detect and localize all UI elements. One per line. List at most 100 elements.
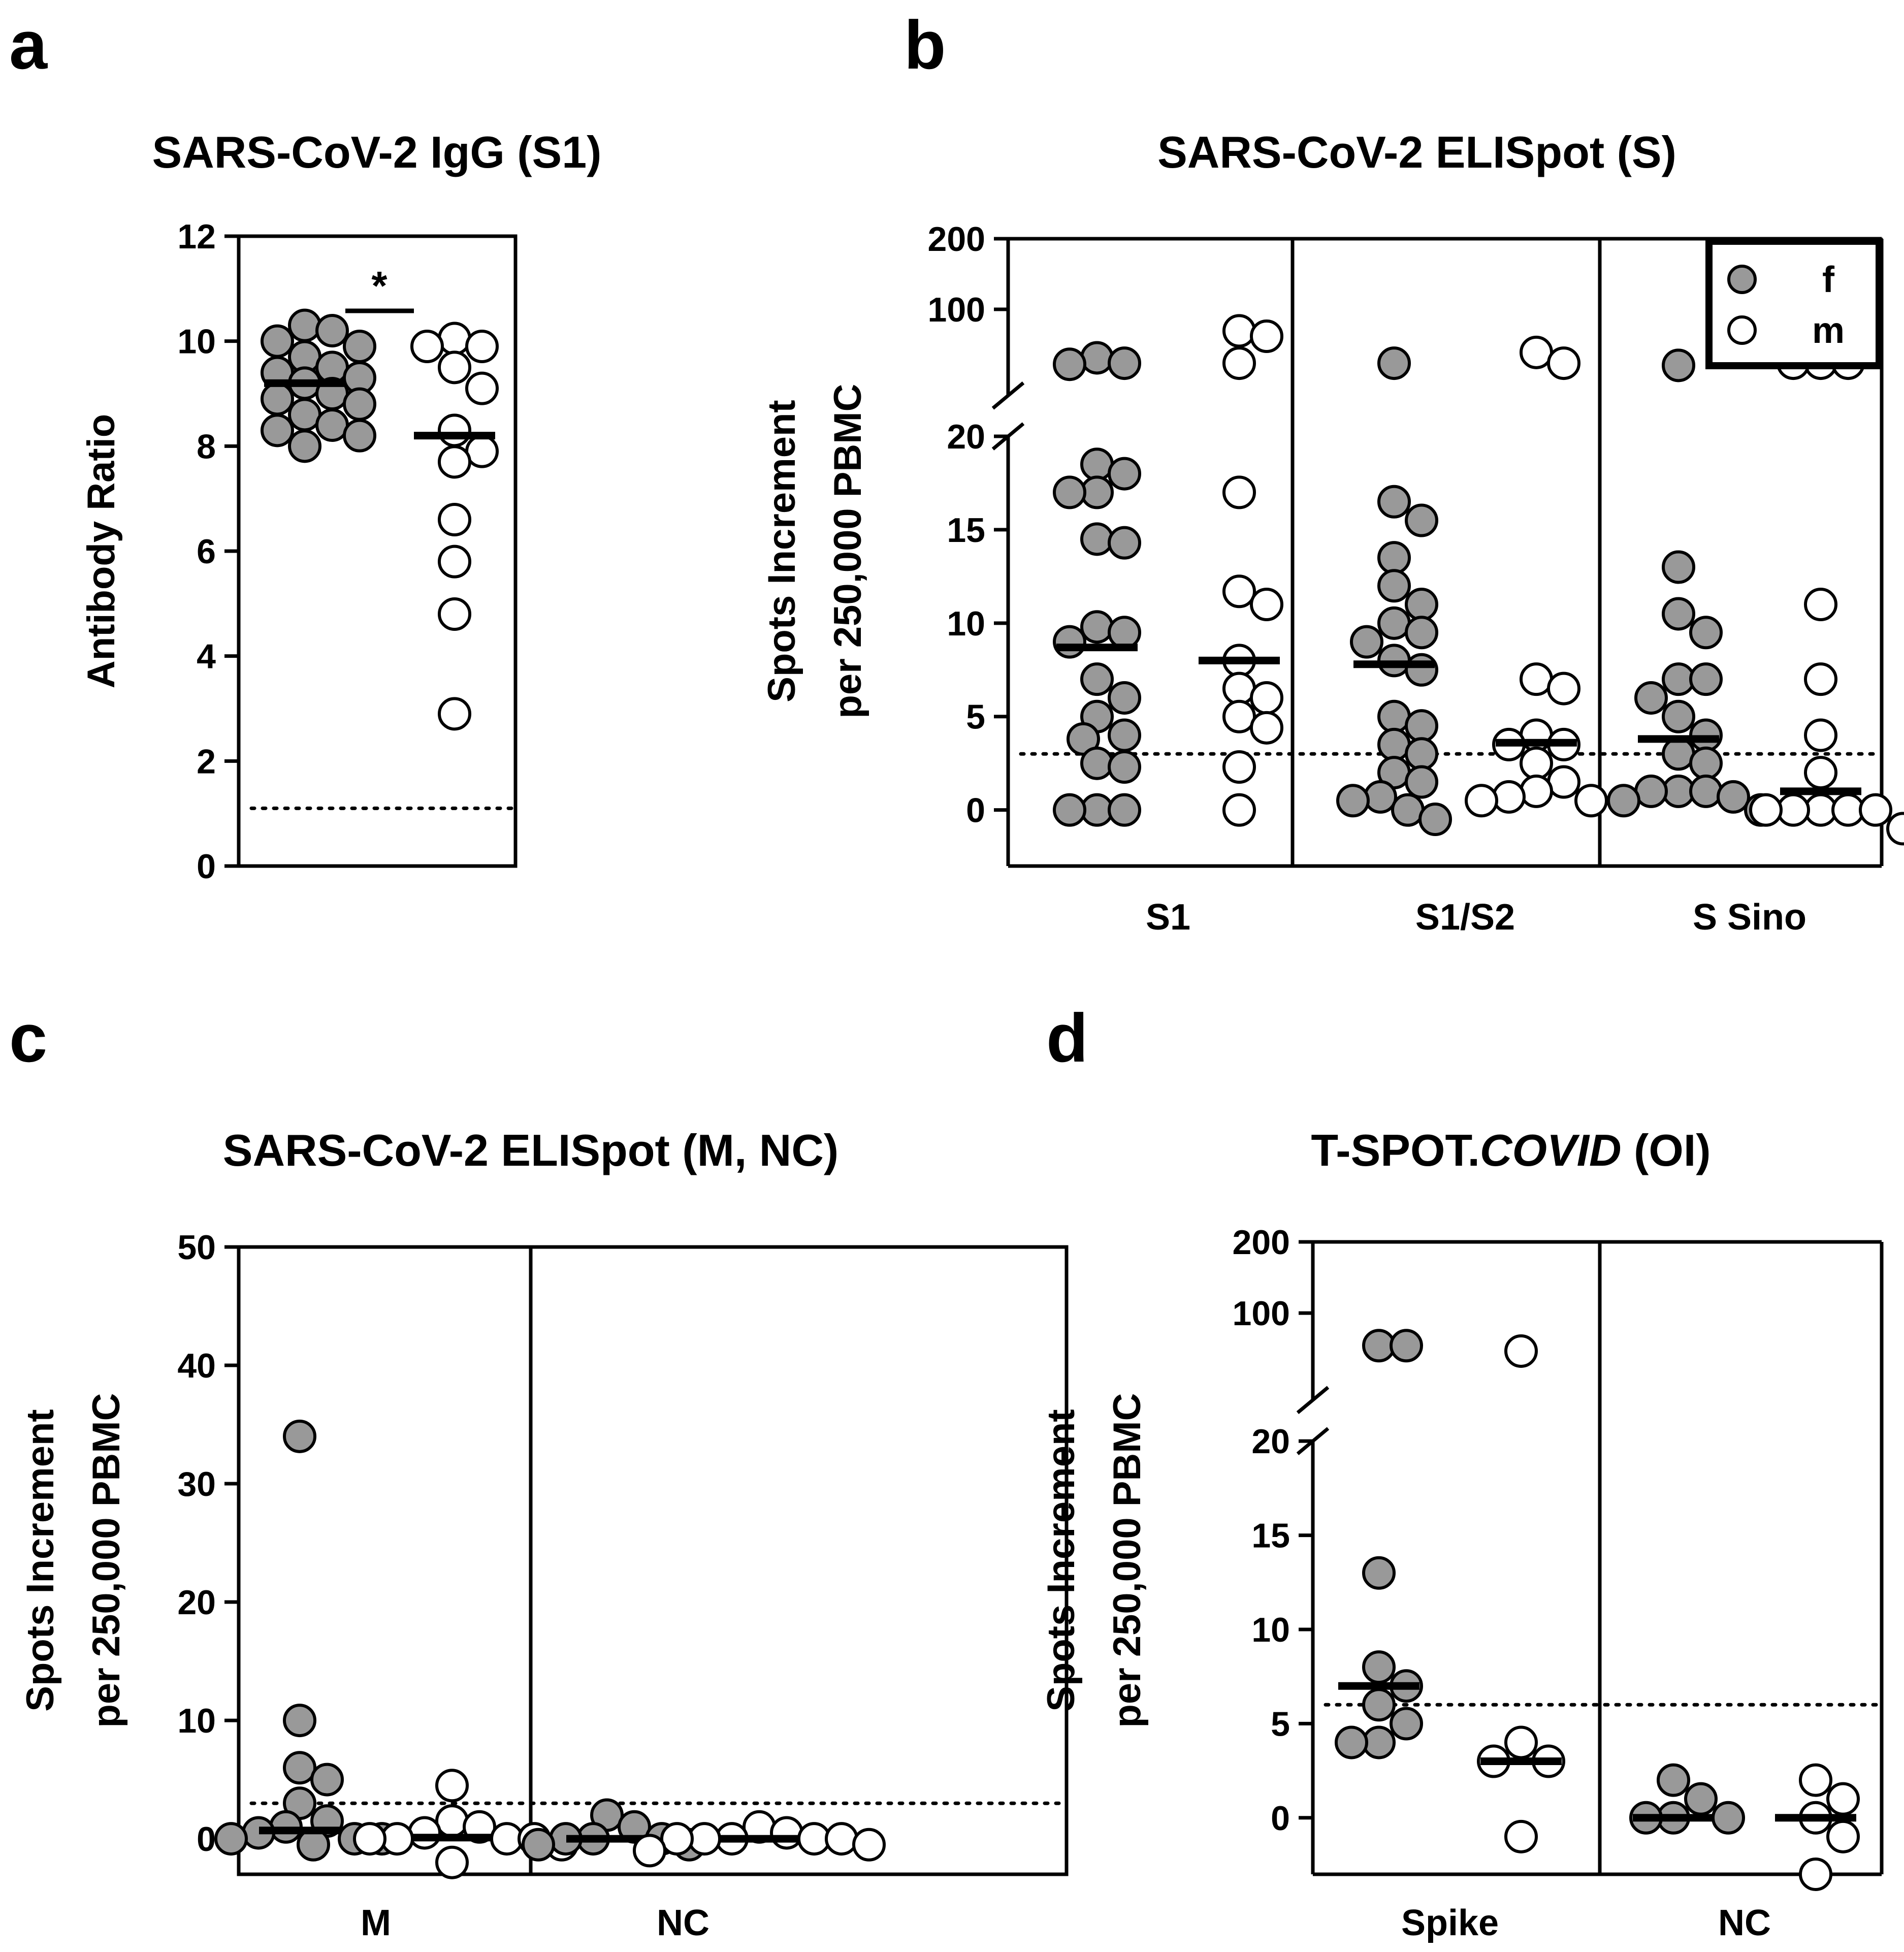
data-point-m xyxy=(465,371,499,405)
data-point-f xyxy=(1405,737,1438,771)
y-axis-label: Spots Increment per 250,000 PBMC xyxy=(760,384,869,719)
data-point-f xyxy=(315,314,349,347)
y-tick-label: 200 xyxy=(1233,1223,1290,1262)
data-point-m xyxy=(1504,1334,1538,1368)
data-point-m xyxy=(1222,671,1256,706)
y-tick-label: 15 xyxy=(947,511,985,550)
data-point-m xyxy=(438,545,471,579)
data-point-m xyxy=(633,1834,666,1868)
y-tick-label: 0 xyxy=(1271,1799,1290,1838)
data-point-f xyxy=(1080,341,1114,375)
data-point-f xyxy=(1662,737,1695,771)
data-point-f xyxy=(343,387,376,421)
data-point-m xyxy=(465,330,499,363)
data-point-f xyxy=(1377,727,1411,761)
data-point-f xyxy=(1377,346,1411,380)
data-point-m xyxy=(410,330,444,363)
data-point-f xyxy=(1689,662,1723,696)
data-point-m xyxy=(1547,346,1580,380)
data-point-m xyxy=(1804,718,1837,752)
data-point-m xyxy=(353,1822,386,1856)
data-point-f xyxy=(1364,780,1397,814)
data-point-m xyxy=(1826,1782,1860,1816)
y-axis-label: Spots Increment per 250,000 PBMC xyxy=(1040,1393,1149,1728)
x-category-label: S1/S2 xyxy=(1415,897,1515,938)
x-category-label: NC xyxy=(657,1903,709,1943)
data-point-f xyxy=(261,324,294,358)
panel-letter: d xyxy=(1046,1000,1088,1076)
data-point-f xyxy=(1080,662,1114,696)
data-point-m xyxy=(435,1769,469,1803)
data-point-m xyxy=(1250,681,1283,715)
data-point-f xyxy=(343,419,376,453)
plot-frame xyxy=(237,1245,1069,1876)
data-point-m xyxy=(1826,1819,1860,1853)
data-point-f xyxy=(1053,347,1086,381)
y-tick-label: 8 xyxy=(197,427,216,466)
data-point-f xyxy=(1053,475,1086,509)
y-tick-label: 200 xyxy=(928,220,985,259)
data-point-f xyxy=(1080,610,1114,644)
data-point-f xyxy=(1662,348,1695,382)
data-point-m xyxy=(1520,335,1553,369)
x-category-label: NC xyxy=(1718,1903,1771,1943)
data-point-m xyxy=(435,1804,469,1838)
data-point-m xyxy=(1547,671,1580,706)
x-category-label: Spike xyxy=(1401,1903,1499,1943)
data-point-f xyxy=(1418,803,1452,837)
data-point-f xyxy=(1405,588,1438,622)
data-point-m xyxy=(435,1845,469,1879)
data-point-m xyxy=(438,322,471,356)
y-axis-label-line2: per 250,000 PBMC xyxy=(1106,1393,1149,1728)
y-axis-label: Antibody Ratio xyxy=(80,414,123,688)
data-point-f xyxy=(1405,765,1438,799)
y-tick-label: 100 xyxy=(928,291,985,329)
data-point-f xyxy=(283,1419,316,1453)
data-point-m xyxy=(770,1816,803,1850)
data-point-f xyxy=(1657,1763,1690,1797)
data-point-f xyxy=(1607,784,1640,818)
y-tick-label: 10 xyxy=(177,323,216,361)
chart-title: SARS-CoV-2 ELISpot (M, NC) xyxy=(223,1125,838,1175)
y-tick-label: 50 xyxy=(177,1228,216,1267)
data-point-f xyxy=(1080,522,1114,556)
legend-marker xyxy=(1727,265,1757,294)
data-point-m xyxy=(408,1816,441,1850)
y-tick-label: 5 xyxy=(966,698,985,737)
data-point-m xyxy=(825,1822,858,1856)
data-point-f xyxy=(288,398,321,432)
data-point-m xyxy=(1222,574,1256,609)
data-point-m xyxy=(438,350,471,385)
data-point-m xyxy=(1520,774,1553,808)
y-axis-label-text: Antibody Ratio xyxy=(80,414,123,688)
data-point-f xyxy=(1053,625,1086,659)
data-point-f xyxy=(1662,699,1695,733)
data-point-m xyxy=(1250,711,1283,745)
data-point-f xyxy=(522,1828,555,1862)
data-point-m xyxy=(1886,812,1904,846)
data-point-m xyxy=(438,697,471,731)
y-axis-label-line1: Spots Increment xyxy=(1040,1409,1083,1711)
y-tick-label: 2 xyxy=(197,742,216,781)
data-point-f xyxy=(1108,616,1141,650)
data-point-m xyxy=(1222,475,1256,509)
data-point-f xyxy=(1108,346,1141,380)
y-axis-label-line2: per 250,000 PBMC xyxy=(85,1393,128,1728)
data-point-f xyxy=(288,308,321,342)
panel-letter: b xyxy=(904,7,946,83)
panel-letter: a xyxy=(9,7,48,83)
data-point-m xyxy=(1222,346,1256,380)
data-point-f xyxy=(1712,1801,1745,1835)
data-point-f xyxy=(214,1822,248,1856)
y-tick-label: 20 xyxy=(1251,1422,1290,1461)
data-point-f xyxy=(1108,457,1141,491)
y-tick-label: 10 xyxy=(947,604,985,643)
data-point-f xyxy=(315,408,349,442)
data-point-m xyxy=(1222,750,1256,784)
chart-title: T-SPOT.COVID (OI) xyxy=(1311,1125,1711,1175)
data-point-m xyxy=(1804,662,1837,696)
axis-break-mark xyxy=(1296,1386,1330,1414)
data-point-f xyxy=(1080,447,1114,482)
data-point-f xyxy=(1717,780,1750,814)
